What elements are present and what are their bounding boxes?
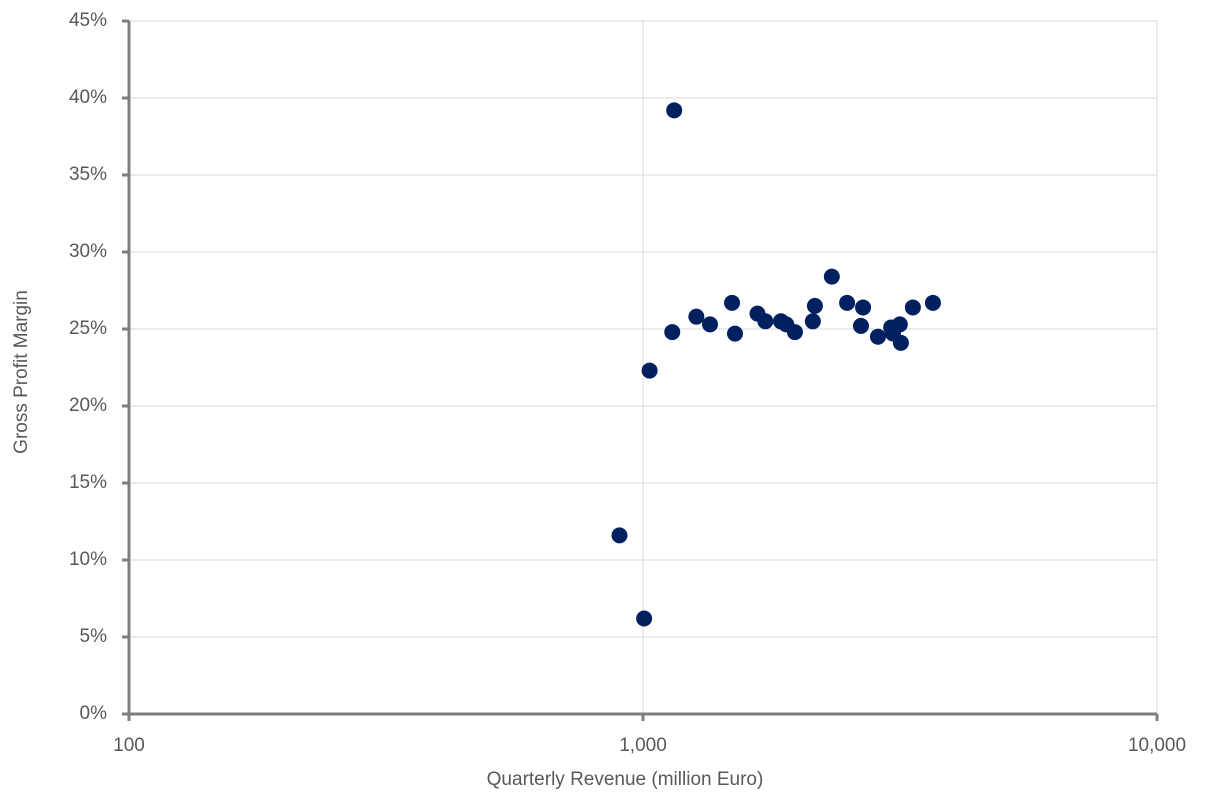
y-tick-label: 15% <box>69 472 107 493</box>
point <box>636 610 653 627</box>
point <box>724 294 741 311</box>
y-axis-title: Gross Profit Margin <box>11 290 32 454</box>
point <box>891 316 908 333</box>
point <box>611 527 628 544</box>
point <box>823 268 840 285</box>
point <box>641 362 658 379</box>
y-tick-label: 20% <box>69 395 107 416</box>
y-tick-label: 35% <box>69 164 107 185</box>
y-tick-label: 45% <box>69 10 107 31</box>
x-axis-title: Quarterly Revenue (million Euro) <box>487 769 764 790</box>
point <box>855 299 872 316</box>
y-tick-label: 25% <box>69 318 107 339</box>
point <box>869 328 886 345</box>
point <box>924 294 941 311</box>
point <box>666 102 683 119</box>
y-tick-label: 0% <box>80 703 108 724</box>
point <box>701 316 718 333</box>
point <box>786 324 803 341</box>
y-tick-label: 10% <box>69 549 107 570</box>
point <box>664 324 681 341</box>
x-tick-label: 10,000 <box>1128 735 1186 756</box>
point <box>688 308 705 325</box>
x-tick-label: 100 <box>113 735 145 756</box>
point <box>806 297 823 314</box>
point <box>852 317 869 334</box>
y-tick-label: 30% <box>69 241 107 262</box>
point <box>726 325 743 342</box>
y-tick-label: 5% <box>80 626 108 647</box>
point <box>839 294 856 311</box>
point <box>804 313 821 330</box>
x-tick-label: 1,000 <box>619 735 667 756</box>
point <box>892 334 909 351</box>
y-tick-label: 40% <box>69 87 107 108</box>
point <box>904 299 921 316</box>
point <box>757 313 774 330</box>
